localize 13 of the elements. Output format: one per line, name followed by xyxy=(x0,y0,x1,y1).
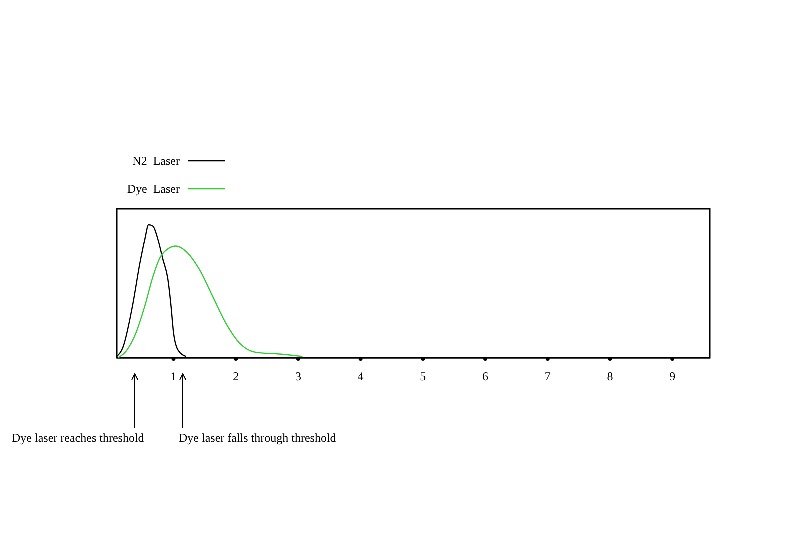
x-tick-label: 1 xyxy=(170,370,177,384)
legend-label: N2 Laser xyxy=(132,154,180,168)
text: Dye laser falls through threshold xyxy=(179,431,336,445)
x-tick-label: 6 xyxy=(482,370,489,384)
text: Dye laser reaches threshold xyxy=(12,431,144,445)
legend-label: Dye Laser xyxy=(127,182,180,196)
x-tick-label: 2 xyxy=(233,370,240,384)
x-tick-label: 4 xyxy=(358,370,364,384)
x-tick-label: 9 xyxy=(670,370,676,384)
x-tick-label: 7 xyxy=(544,370,551,384)
x-tick-label: 8 xyxy=(607,370,614,384)
x-tick-label: 3 xyxy=(295,370,302,384)
x-tick-label: 5 xyxy=(420,370,426,384)
